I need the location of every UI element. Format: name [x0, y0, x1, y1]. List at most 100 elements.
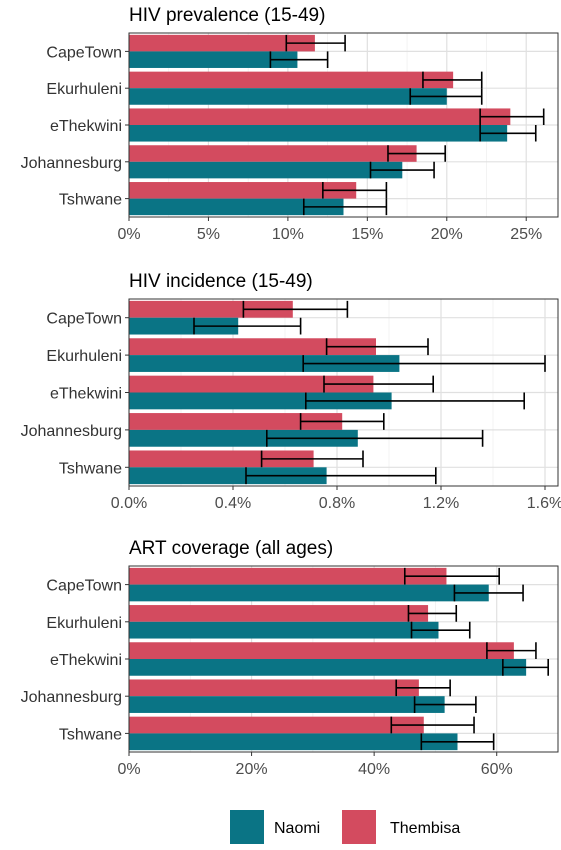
x-tick-label: 60% — [481, 761, 513, 778]
error-bar-thembisa — [299, 413, 385, 430]
panel-title: HIV prevalence (15-49) — [129, 5, 325, 26]
chart-panels: HIV prevalence (15-49) 0% 5% 10% 15% 20% 25% Ca… — [21, 5, 561, 778]
bar-thembisa — [129, 108, 511, 125]
category-label: eThekwini — [50, 118, 122, 135]
bar-naomi — [129, 317, 239, 335]
bar-thembisa — [129, 182, 357, 199]
category-label: Tshwane — [59, 726, 122, 743]
error-bar-thembisa — [486, 642, 537, 659]
panel-3: ART coverage (all ages) 0% 20% 40% 60% CapeTo… — [21, 538, 559, 778]
error-bar-naomi — [305, 392, 525, 410]
bar-thembisa — [129, 145, 417, 162]
legend-label-naomi: Naomi — [274, 820, 320, 837]
x-tick-label: 0.0% — [111, 495, 147, 512]
error-bar-naomi — [479, 125, 537, 142]
error-bar-thembisa — [390, 716, 475, 734]
bar-thembisa — [129, 300, 293, 318]
error-bar-naomi — [302, 198, 388, 216]
x-tick-label: 5% — [197, 226, 220, 243]
category-label: Johannesburg — [21, 423, 122, 440]
bar-thembisa — [129, 413, 343, 430]
bar-thembisa — [129, 375, 374, 393]
bar-thembisa — [129, 642, 514, 659]
category-label: CapeTown — [46, 311, 122, 328]
error-bar-naomi — [410, 621, 471, 639]
x-tick-label: 10% — [272, 226, 304, 243]
error-bar-thembisa — [422, 71, 483, 89]
x-tick-label: 1.6% — [527, 495, 561, 512]
error-bar-thembisa — [387, 145, 446, 162]
bar-naomi — [129, 51, 298, 68]
bar-naomi — [129, 621, 439, 639]
panel-border — [128, 298, 559, 487]
error-bar-naomi — [245, 467, 437, 485]
bar-naomi — [129, 125, 508, 142]
legend-label-thembisa: Thembisa — [390, 820, 460, 837]
panel-1: HIV prevalence (15-49) 0% 5% 10% 15% 20% 25% Ca… — [21, 5, 559, 243]
bar-naomi — [129, 198, 344, 216]
x-tick-label: 0.8% — [319, 495, 355, 512]
error-bar-naomi — [413, 696, 477, 713]
category-label: Tshwane — [59, 192, 122, 209]
x-tick-label: 0.4% — [215, 495, 251, 512]
error-bar-naomi — [302, 355, 546, 372]
bar-thembisa — [129, 567, 447, 585]
bar-naomi — [129, 584, 489, 602]
bar-naomi — [129, 161, 403, 179]
error-bar-thembisa — [403, 567, 500, 585]
x-tick-label: 0% — [117, 226, 140, 243]
category-label: eThekwini — [50, 386, 122, 403]
bar-thembisa — [129, 716, 424, 734]
error-bar-naomi — [369, 161, 435, 179]
category-label: Johannesburg — [21, 155, 122, 172]
bar-naomi — [129, 733, 458, 751]
category-label: CapeTown — [46, 44, 122, 61]
category-label: Ekurhuleni — [46, 615, 122, 632]
bar-thembisa — [129, 71, 454, 89]
panel-border — [128, 32, 559, 218]
legend-swatch-thembisa — [342, 810, 376, 844]
error-bar-naomi — [266, 429, 484, 447]
legend: Naomi Thembisa — [230, 810, 460, 844]
error-bar-thembisa — [285, 34, 346, 52]
bar-naomi — [129, 659, 527, 676]
error-bar-naomi — [409, 88, 483, 105]
error-bar-thembisa — [323, 375, 434, 393]
error-bar-thembisa — [407, 605, 458, 622]
category-label: Tshwane — [59, 460, 122, 477]
legend-swatch-naomi — [230, 810, 264, 844]
category-label: CapeTown — [46, 578, 122, 595]
category-label: Johannesburg — [21, 689, 122, 706]
bar-thembisa — [129, 605, 429, 622]
error-bar-thembisa — [322, 182, 388, 199]
panel-title: ART coverage (all ages) — [129, 538, 333, 559]
error-bar-naomi — [453, 584, 524, 602]
error-bar-thembisa — [395, 679, 451, 697]
x-tick-label: 1.2% — [423, 495, 459, 512]
bar-naomi — [129, 696, 445, 713]
bar-thembisa — [129, 34, 315, 52]
error-bar-naomi — [420, 733, 495, 751]
error-bar-naomi — [269, 51, 329, 68]
error-bar-thembisa — [479, 108, 545, 125]
bar-thembisa — [129, 679, 419, 697]
error-bar-thembisa — [325, 338, 429, 356]
bar-naomi — [129, 355, 400, 372]
bar-naomi — [129, 467, 327, 485]
error-bar-thembisa — [242, 300, 349, 318]
category-label: Ekurhuleni — [46, 348, 122, 365]
error-bar-naomi — [502, 659, 549, 676]
bar-thembisa — [129, 450, 314, 468]
x-tick-label: 0% — [117, 761, 140, 778]
panel-border — [128, 565, 559, 753]
bar-naomi — [129, 88, 447, 105]
x-tick-label: 20% — [236, 761, 268, 778]
x-tick-label: 40% — [358, 761, 390, 778]
x-tick-label: 20% — [431, 226, 463, 243]
error-bar-naomi — [193, 317, 302, 335]
x-tick-label: 25% — [510, 226, 542, 243]
bar-thembisa — [129, 338, 376, 356]
bar-naomi — [129, 429, 358, 447]
error-bar-thembisa — [260, 450, 364, 468]
